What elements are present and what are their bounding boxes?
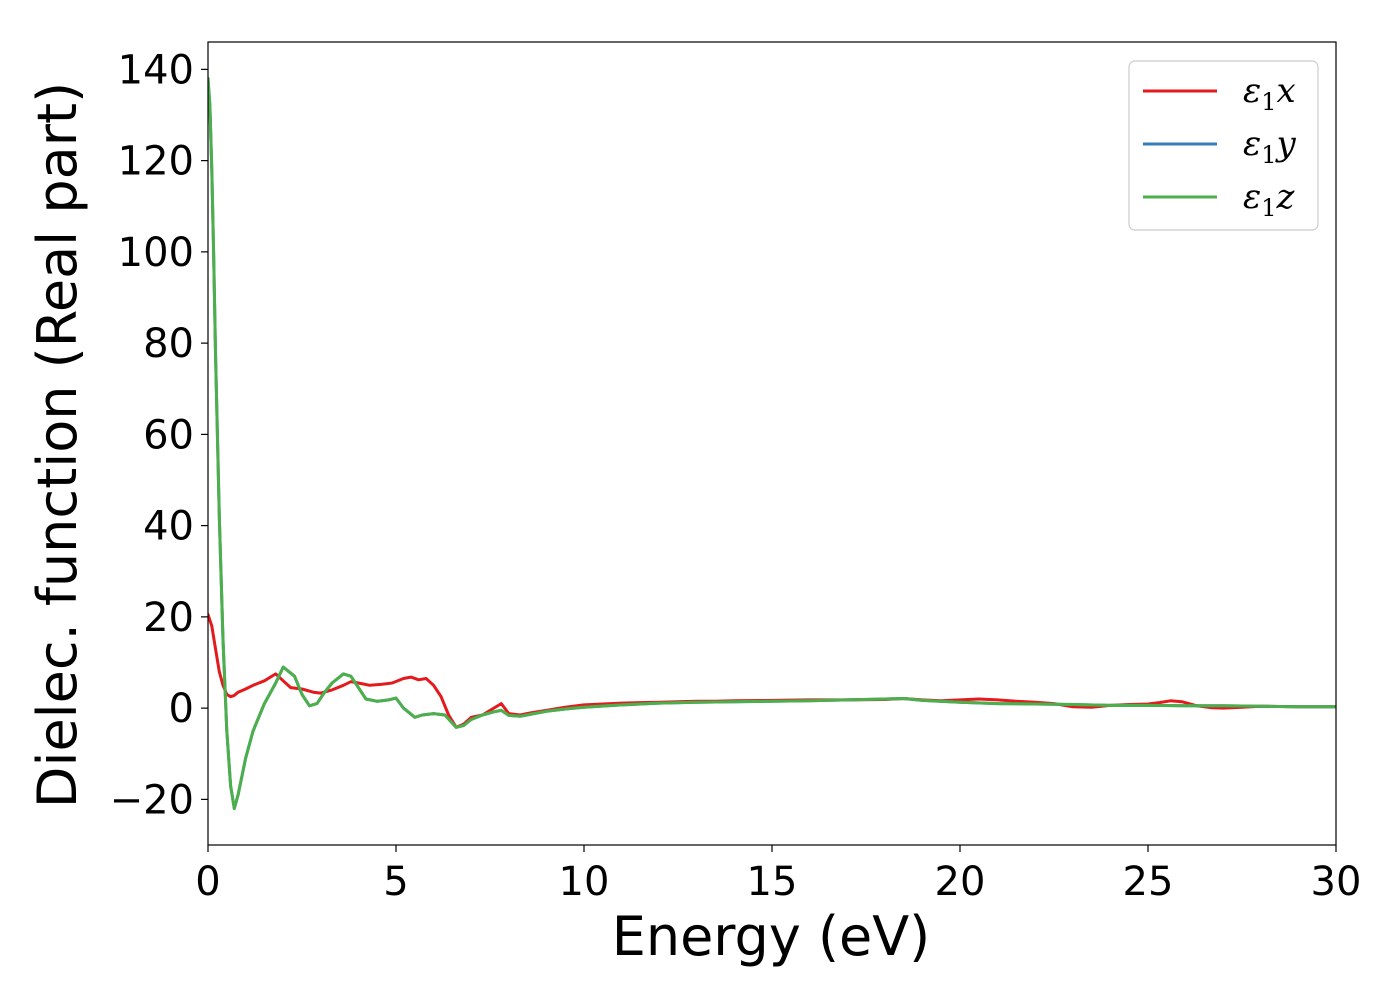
y-axis-label: Dielec. function (Real part) <box>26 82 89 808</box>
y-tick-label: 80 <box>143 321 194 367</box>
y-tick-label: 140 <box>118 47 194 93</box>
y-tick-label: 60 <box>143 412 194 458</box>
x-tick-label: 15 <box>747 859 798 905</box>
x-axis-ticks: 0 5 10 15 20 25 30 <box>195 845 1361 905</box>
y-tick-label: 40 <box>143 504 194 550</box>
series-lines <box>208 77 1336 810</box>
x-tick-label: 0 <box>195 859 220 905</box>
legend-box <box>1128 60 1319 231</box>
x-tick-label: 20 <box>935 859 986 905</box>
legend-label-z: ε1z <box>1243 177 1296 222</box>
x-axis-label: Energy (eV) <box>612 905 931 968</box>
series-line-z <box>208 77 1336 810</box>
legend: ε1x ε1y ε1z <box>1128 60 1319 231</box>
legend-label-y: ε1y <box>1243 124 1297 169</box>
x-tick-label: 25 <box>1123 859 1174 905</box>
y-tick-label: 120 <box>118 139 194 185</box>
legend-label-x: ε1x <box>1243 71 1296 116</box>
y-tick-label: −20 <box>110 777 194 823</box>
y-tick-label: 20 <box>143 595 194 641</box>
x-tick-label: 30 <box>1311 859 1362 905</box>
x-tick-label: 5 <box>383 859 408 905</box>
y-tick-label: 0 <box>169 686 194 732</box>
plot-area <box>207 41 1337 846</box>
y-axis-ticks: −20 0 20 40 60 80 100 120 140 <box>110 47 208 823</box>
x-tick-label: 10 <box>559 859 610 905</box>
y-tick-label: 100 <box>118 230 194 276</box>
